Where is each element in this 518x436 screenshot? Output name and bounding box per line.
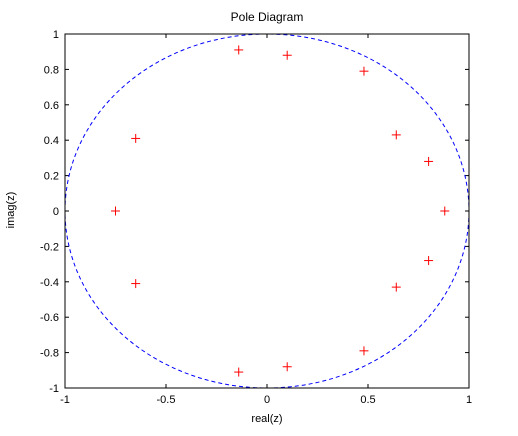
pole-marker: [391, 130, 401, 140]
x-tick-label: -0.5: [157, 394, 176, 406]
y-tick-label: 0.2: [44, 171, 59, 183]
y-tick-label: 0: [53, 206, 59, 218]
y-tick-label: -0.2: [40, 241, 59, 253]
pole-marker: [424, 256, 434, 266]
pole-marker: [282, 50, 292, 60]
x-axis-label: real(z): [251, 413, 282, 425]
x-tick-label: 0: [264, 394, 270, 406]
y-tick-label: -0.6: [40, 312, 59, 324]
y-tick-label: 1: [53, 29, 59, 41]
y-axis-label: imag(z): [5, 192, 17, 229]
y-tick-label: -1: [49, 383, 59, 395]
pole-marker: [424, 156, 434, 166]
y-tick-label: -0.8: [40, 348, 59, 360]
pole-marker: [234, 367, 244, 377]
pole-marker: [440, 206, 450, 216]
pole-marker: [282, 362, 292, 372]
pole-marker: [359, 346, 369, 356]
pole-marker: [391, 282, 401, 292]
pole-marker: [131, 133, 141, 143]
x-tick-label: 0.5: [360, 394, 375, 406]
pole-marker: [234, 45, 244, 55]
unit-circle: [64, 33, 470, 389]
y-tick-label: 0.6: [44, 100, 59, 112]
unit-circle-layer: [64, 33, 470, 389]
axis-ticks: -1 -0.5 0 0.5 1 -1 -0.8 -0.6 -0.4 -0.2 0 0.2 0.4 0.6 0…: [40, 29, 472, 406]
y-tick-label: 0.4: [44, 135, 59, 147]
y-tick-label: -0.4: [40, 277, 59, 289]
y-tick-label: 0.8: [44, 64, 59, 76]
pole-marker: [359, 66, 369, 76]
x-tick-label: 1: [466, 394, 472, 406]
x-tick-label: -1: [60, 394, 70, 406]
chart-title: Pole Diagram: [231, 10, 304, 24]
plot-area-frame: [64, 33, 470, 389]
pole-marker: [131, 279, 141, 289]
pole-marker: [111, 206, 120, 216]
pole-markers: [111, 45, 450, 377]
